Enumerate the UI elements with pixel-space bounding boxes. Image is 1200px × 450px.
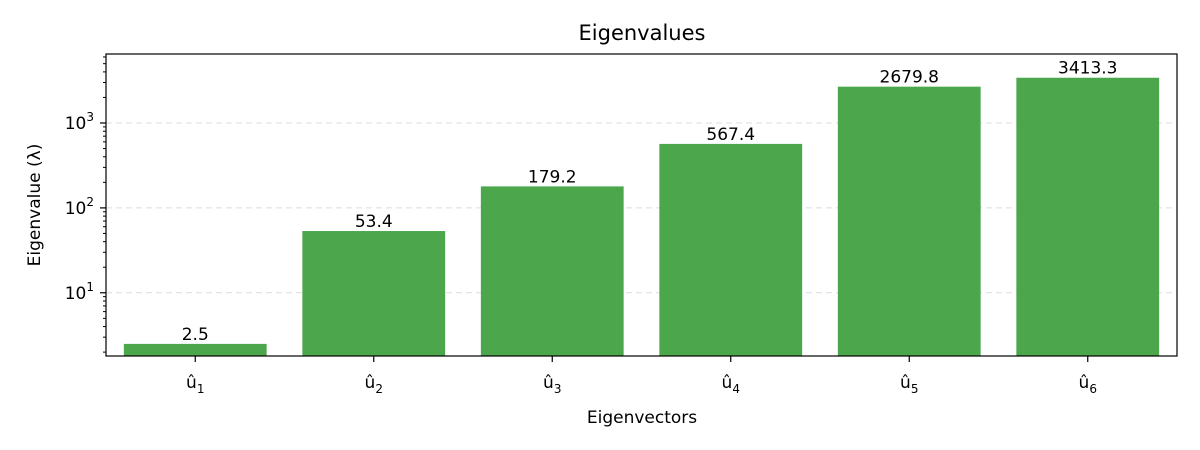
y-axis-label: Eigenvalue (λ)	[25, 144, 45, 267]
bar-value-label: 3413.3	[1058, 59, 1117, 79]
bar-3	[480, 186, 624, 356]
x-tick-label: û3	[543, 373, 561, 396]
x-tick-label: û6	[1079, 373, 1097, 396]
bar-value-label: 567.4	[706, 125, 755, 145]
bars-layer	[123, 77, 1160, 357]
x-axis-label: Eigenvectors	[587, 408, 697, 428]
bar-1	[123, 343, 267, 356]
chart-title: Eigenvalues	[579, 21, 706, 45]
bar-value-label: 179.2	[528, 167, 577, 187]
bar-value-label: 53.4	[355, 212, 393, 232]
bar-5	[837, 86, 981, 357]
y-tick-label: 102	[65, 195, 94, 219]
bar-value-labels: 2.5 53.4 179.2 567.4 2679.8 3413.3	[182, 59, 1118, 345]
bar-value-label: 2.5	[182, 325, 209, 345]
bar-4	[659, 143, 803, 356]
y-tick-label: 101	[65, 280, 94, 304]
y-tick-label: 103	[65, 110, 94, 134]
y-axis: 101 102 103	[65, 56, 106, 353]
x-tick-label: û5	[900, 373, 918, 396]
bar-6	[1016, 77, 1160, 356]
plot-frame	[105, 53, 1178, 357]
x-axis: û1 û2 û3 û4 û5 û6	[186, 356, 1097, 396]
grid-layer	[106, 122, 1177, 294]
x-tick-label: û1	[186, 373, 204, 396]
x-tick-label: û4	[722, 373, 740, 396]
bar-value-label: 2679.8	[880, 68, 939, 88]
x-tick-label: û2	[365, 373, 383, 396]
bar-2	[302, 231, 446, 356]
